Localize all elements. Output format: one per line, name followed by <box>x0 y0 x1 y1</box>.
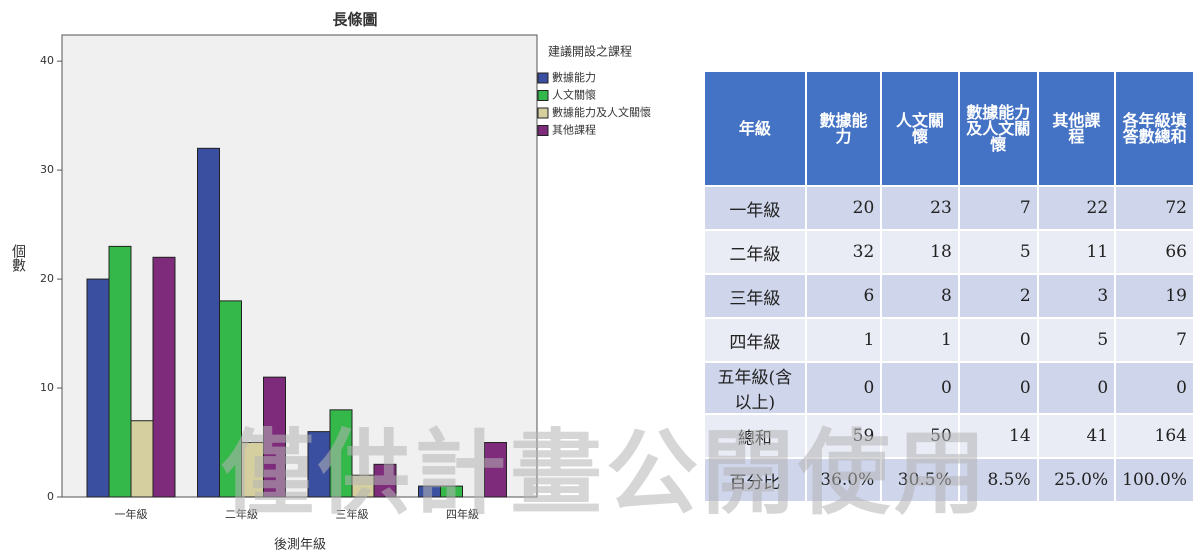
chart: 長條圖 後測年級 個數 建議開設之課程 0 10 20 30 40 一年級 二年級 三年級 四年… <box>10 11 651 553</box>
x-axis-label: 後測年級 <box>274 538 326 553</box>
legend-title: 建議開設之課程 <box>548 44 632 59</box>
table-row: 四年級 1 1 0 5 7 <box>703 317 1195 363</box>
x-tick-label: 一年級 <box>115 507 148 521</box>
cell: 66 <box>1114 229 1195 275</box>
table-row: 三年級 6 8 2 3 19 <box>703 273 1195 319</box>
legend-label: 數據能力及人文關懷 <box>552 105 651 119</box>
cell: 0 <box>880 361 960 415</box>
chart-title: 長條圖 <box>332 11 377 29</box>
data-table: 年級 數據能力 人文關懷 數據能力及人文關懷 其他課程 各年級填答數總和 一年級 20 23 7… <box>703 70 1195 503</box>
cell: 11 <box>1036 229 1117 275</box>
cell: 59 <box>804 413 883 459</box>
legend-label: 人文關懷 <box>552 88 596 102</box>
cell: 20 <box>804 185 883 231</box>
bar <box>329 409 353 498</box>
y-tick-label: 0 <box>47 490 54 503</box>
table-row: 一年級 20 23 7 22 72 <box>703 185 1195 231</box>
bar <box>86 278 110 498</box>
header-cell: 其他課程 <box>1036 70 1117 187</box>
table-row: 二年級 32 18 5 11 66 <box>703 229 1195 275</box>
bar <box>484 442 507 498</box>
cell: 3 <box>1036 273 1117 319</box>
cell: 0 <box>957 361 1039 415</box>
cell: 0 <box>1114 361 1195 415</box>
bar <box>219 300 242 498</box>
cell: 23 <box>880 185 960 231</box>
x-tick-label: 三年級 <box>336 507 369 521</box>
row-header: 百分比 <box>703 457 807 503</box>
cell: 50 <box>880 413 960 459</box>
y-tick-label: 10 <box>40 381 54 394</box>
row-header: 四年級 <box>703 317 807 363</box>
legend-label: 其他課程 <box>552 123 596 137</box>
cell: 5 <box>1036 317 1117 363</box>
header-cell: 年級 <box>703 70 807 187</box>
cell: 18 <box>880 229 960 275</box>
y-tick-label: 20 <box>40 272 54 285</box>
row-header: 一年級 <box>703 185 807 231</box>
cell: 7 <box>957 185 1039 231</box>
cell: 8.5% <box>957 457 1039 503</box>
y-axis-label: 個數 <box>10 244 26 272</box>
row-header: 五年級(含以上) <box>703 361 807 415</box>
cell: 5 <box>957 229 1039 275</box>
bar <box>440 485 463 498</box>
bar <box>130 420 154 498</box>
cell: 8 <box>880 273 960 319</box>
legend-swatch <box>537 90 549 101</box>
bar <box>108 245 132 498</box>
row-header: 三年級 <box>703 273 807 319</box>
legend-swatch <box>537 125 549 136</box>
legend-label: 數據能力 <box>552 70 596 84</box>
legend-swatch <box>537 72 549 84</box>
table-row: 五年級(含以上) 0 0 0 0 0 <box>703 361 1195 415</box>
cell: 100.0% <box>1114 457 1195 503</box>
table-row: 總和 59 50 14 41 164 <box>703 413 1195 459</box>
bar <box>263 376 286 498</box>
cell: 32 <box>804 229 883 275</box>
x-tick-label: 四年級 <box>446 507 479 521</box>
cell: 1 <box>880 317 960 363</box>
row-header: 二年級 <box>703 229 807 275</box>
cell: 0 <box>1036 361 1117 415</box>
header-cell: 數據能力及人文關懷 <box>957 70 1039 187</box>
cell: 22 <box>1036 185 1117 231</box>
cell: 19 <box>1114 273 1195 319</box>
bar <box>373 463 397 498</box>
x-tick-label: 二年級 <box>225 507 258 521</box>
cell: 1 <box>804 317 883 363</box>
cell: 164 <box>1114 413 1195 459</box>
y-tick-label: 40 <box>40 54 54 67</box>
cell: 2 <box>957 273 1039 319</box>
y-tick-label: 30 <box>40 163 54 176</box>
cell: 72 <box>1114 185 1195 231</box>
header-cell: 各年級填答數總和 <box>1114 70 1195 187</box>
legend-swatch <box>537 107 549 119</box>
watermark: 僅供計畫公開使用 <box>222 420 991 527</box>
header-cell: 人文關懷 <box>880 70 960 187</box>
bar <box>197 147 220 498</box>
cell: 30.5% <box>880 457 960 503</box>
row-header: 總和 <box>703 413 807 459</box>
cell: 25.0% <box>1036 457 1117 503</box>
cell: 14 <box>957 413 1039 459</box>
cell: 0 <box>804 361 883 415</box>
cell: 41 <box>1036 413 1117 459</box>
header-cell: 數據能力 <box>804 70 883 187</box>
cell: 7 <box>1114 317 1195 363</box>
cell: 6 <box>804 273 883 319</box>
header-row: 年級 數據能力 人文關懷 數據能力及人文關懷 其他課程 各年級填答數總和 <box>703 70 1195 187</box>
cell: 0 <box>957 317 1039 363</box>
table-row: 百分比 36.0% 30.5% 8.5% 25.0% 100.0% <box>703 457 1195 503</box>
plot-area <box>61 34 538 498</box>
bar <box>152 256 176 498</box>
cell: 36.0% <box>804 457 883 503</box>
